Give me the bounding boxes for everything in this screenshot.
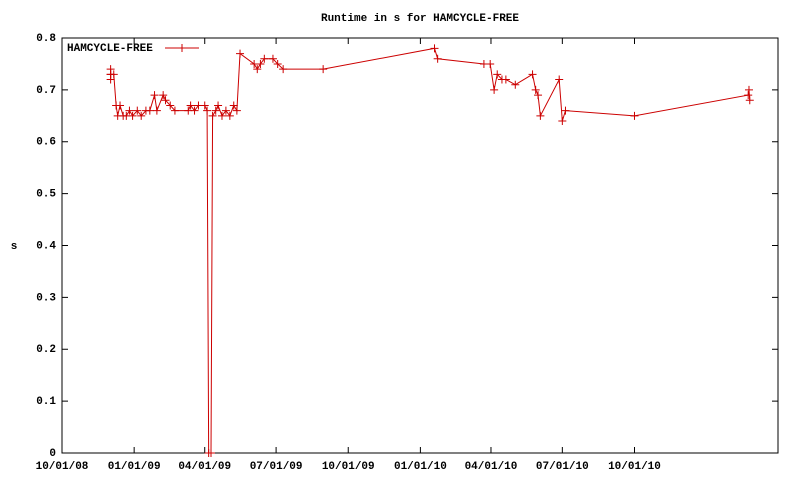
x-tick-label: 01/01/10 bbox=[394, 461, 447, 473]
y-tick-label: 0.6 bbox=[36, 137, 56, 149]
point-marker bbox=[236, 49, 245, 58]
point-marker bbox=[125, 106, 134, 115]
point-marker bbox=[501, 75, 510, 84]
x-tick-label: 07/01/10 bbox=[536, 461, 589, 473]
x-tick-label: 04/01/10 bbox=[465, 461, 518, 473]
point-marker bbox=[536, 111, 545, 120]
point-marker bbox=[253, 65, 262, 74]
y-tick-label: 0.3 bbox=[36, 292, 56, 304]
point-marker bbox=[229, 101, 238, 110]
point-marker bbox=[133, 106, 142, 115]
y-tick-label: 0.5 bbox=[36, 189, 56, 201]
x-tick-label: 10/01/10 bbox=[608, 461, 661, 473]
point-marker bbox=[558, 117, 567, 125]
point-marker bbox=[152, 106, 161, 115]
point-marker bbox=[273, 59, 282, 68]
chart-title: Runtime in s for HAMCYCLE-FREE bbox=[321, 13, 519, 25]
point-marker bbox=[186, 101, 195, 110]
point-marker bbox=[217, 111, 226, 120]
point-marker bbox=[221, 106, 230, 115]
y-tick-label: 0.4 bbox=[36, 240, 56, 252]
point-marker bbox=[109, 70, 118, 79]
point-marker bbox=[745, 96, 754, 105]
point-marker bbox=[161, 96, 170, 105]
y-tick-label: 0.1 bbox=[36, 396, 56, 408]
y-axis-label: s bbox=[11, 241, 18, 253]
x-tick-label: 10/01/09 bbox=[322, 461, 375, 473]
point-marker bbox=[150, 91, 159, 100]
y-tick-label: 0.7 bbox=[36, 85, 56, 97]
point-marker bbox=[534, 91, 543, 100]
point-marker bbox=[145, 106, 154, 115]
point-marker bbox=[256, 59, 265, 68]
point-marker bbox=[490, 85, 499, 94]
point-marker bbox=[200, 101, 209, 110]
point-marker bbox=[279, 65, 288, 74]
point-marker bbox=[630, 111, 639, 120]
point-marker bbox=[260, 54, 269, 63]
point-marker bbox=[433, 54, 442, 63]
point-marker bbox=[214, 101, 223, 110]
x-tick-label: 01/01/09 bbox=[108, 461, 161, 473]
legend-marker bbox=[178, 44, 186, 52]
point-marker bbox=[531, 85, 540, 94]
point-marker bbox=[430, 44, 439, 53]
point-marker bbox=[211, 106, 220, 115]
point-marker bbox=[319, 65, 328, 74]
y-tick-label: 0.2 bbox=[36, 344, 56, 356]
point-marker bbox=[116, 101, 125, 110]
point-marker bbox=[486, 59, 495, 68]
point-marker bbox=[128, 111, 137, 120]
point-marker bbox=[159, 91, 168, 100]
point-marker bbox=[511, 80, 520, 89]
point-marker bbox=[225, 111, 234, 120]
legend-label: HAMCYCLE-FREE bbox=[67, 43, 153, 55]
point-marker bbox=[137, 111, 146, 120]
point-marker bbox=[207, 449, 216, 457]
point-marker bbox=[203, 106, 212, 115]
point-marker bbox=[555, 75, 564, 84]
x-tick-label: 04/01/09 bbox=[178, 461, 231, 473]
y-tick-label: 0 bbox=[49, 448, 56, 460]
x-tick-label: 10/01/08 bbox=[36, 461, 89, 473]
point-marker bbox=[208, 111, 217, 120]
point-marker bbox=[744, 85, 753, 94]
y-tick-label: 0.8 bbox=[36, 33, 56, 45]
point-marker bbox=[268, 54, 277, 63]
point-marker bbox=[170, 106, 179, 115]
point-marker bbox=[528, 70, 537, 79]
point-marker bbox=[166, 101, 175, 110]
x-tick-label: 07/01/09 bbox=[250, 461, 303, 473]
point-marker bbox=[744, 91, 753, 100]
point-marker bbox=[561, 106, 570, 115]
point-marker bbox=[232, 106, 241, 115]
point-marker bbox=[190, 106, 199, 115]
point-marker bbox=[493, 70, 502, 79]
